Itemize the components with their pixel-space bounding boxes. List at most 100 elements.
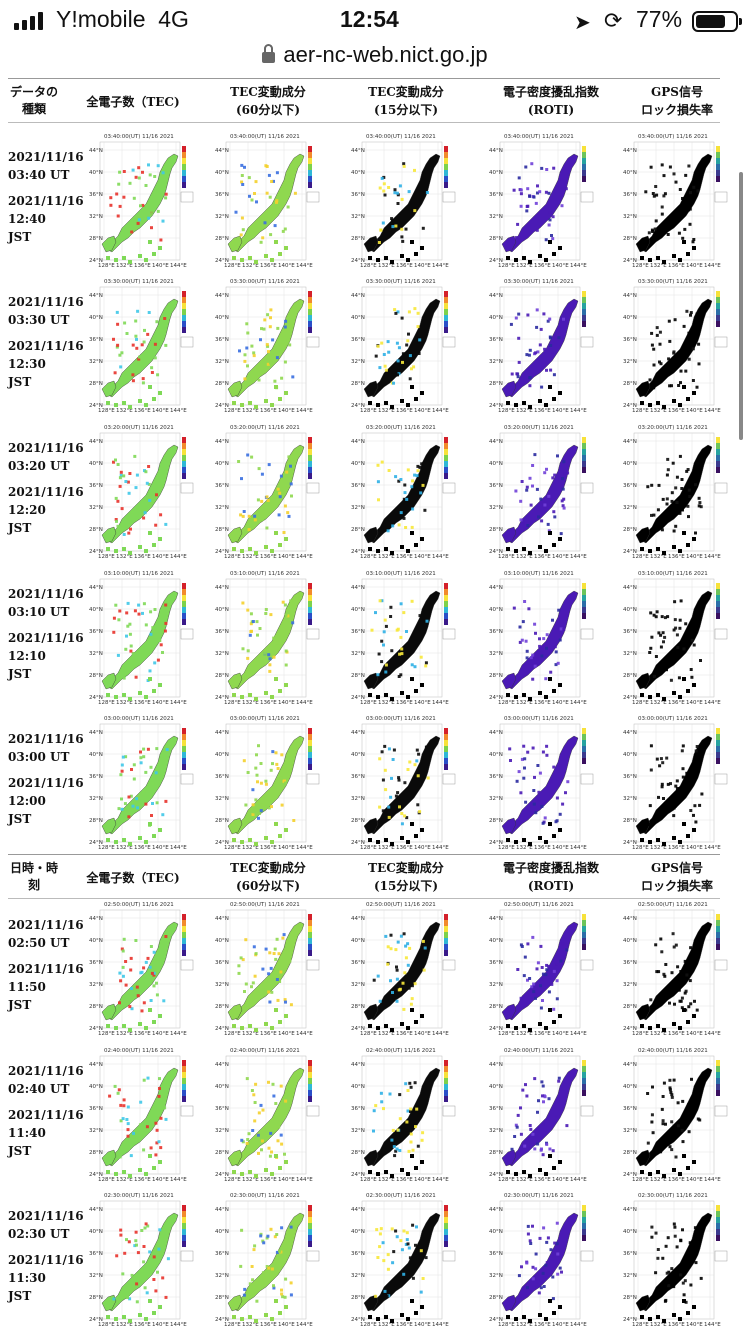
lon-tick-label: 136°E <box>396 1031 413 1037</box>
lock-loss-map[interactable]: 03:20:00(UT) 11/16 2021 44°N 40°N 36°N 32°N 2… <box>622 423 728 561</box>
lat-tick-label: 32°N <box>351 214 365 220</box>
lon-tick-label: 132°E <box>116 1322 133 1328</box>
lon-tick-label: 140°E <box>686 1322 703 1328</box>
roti-map[interactable]: 03:20:00(UT) 11/16 2021 44°N 40°N 36°N 32°N 2… <box>488 423 594 561</box>
lat-tick-label: 32°N <box>623 214 637 220</box>
tec-variation-15min-map[interactable]: 02:50:00(UT) 11/16 2021 44°N 40°N 36°N 32°N 2… <box>350 900 456 1038</box>
lat-tick-label: 24°N <box>89 1026 103 1032</box>
map-title: 02:30:00(UT) 11/16 2021 <box>638 1193 708 1199</box>
lon-tick-label: 144°E <box>570 1322 587 1328</box>
lat-tick-label: 28°N <box>623 527 637 533</box>
tec-map[interactable]: 02:30:00(UT) 11/16 2021 44°N 40°N 36°N 32°N 2… <box>88 1191 194 1329</box>
tec-variation-15min-map[interactable]: 03:00:00(UT) 11/16 2021 44°N 40°N 36°N 32°N 2… <box>350 714 456 852</box>
map-title: 03:10:00(UT) 11/16 2021 <box>104 571 174 577</box>
tec-variation-60min-map[interactable]: 03:30:00(UT) 11/16 2021 44°N 40°N 36°N 32°N 2… <box>214 277 320 415</box>
table-row: 2021/11/16 03:20 UT 2021/11/16 12:20 JST… <box>8 423 728 568</box>
tec-map[interactable]: 03:20:00(UT) 11/16 2021 44°N 40°N 36°N 32°N 2… <box>88 423 194 561</box>
lon-tick-label: 140°E <box>152 1322 169 1328</box>
lock-loss-map[interactable]: 03:40:00(UT) 11/16 2021 44°N 40°N 36°N 32°N 2… <box>622 132 728 270</box>
tec-variation-15min-map[interactable]: 03:20:00(UT) 11/16 2021 44°N 40°N 36°N 32°N 2… <box>350 423 456 561</box>
battery-icon <box>692 11 742 32</box>
lat-tick-label: 44°N <box>489 1062 503 1068</box>
lat-tick-label: 24°N <box>215 1317 229 1323</box>
roti-map[interactable]: 02:50:00(UT) 11/16 2021 44°N 40°N 36°N 32°N 2… <box>488 900 594 1038</box>
lock-loss-map[interactable]: 03:10:00(UT) 11/16 2021 44°N 40°N 36°N 32°N 2… <box>622 569 728 707</box>
tec-variation-60min-map[interactable]: 02:30:00(UT) 11/16 2021 44°N 40°N 36°N 32°N 2… <box>214 1191 320 1329</box>
map-legend-box <box>180 959 194 971</box>
lat-tick-label: 40°N <box>351 1084 365 1090</box>
address-bar[interactable]: aer-nc-web.nict.go.jp <box>0 42 750 76</box>
lat-tick-label: 36°N <box>351 1106 365 1112</box>
lon-tick-label: 136°E <box>260 408 277 414</box>
tec-map-svg: 03:10:00(UT) 11/16 2021 44°N 40°N 36°N 32°N 2… <box>88 569 194 707</box>
lat-tick-label: 24°N <box>89 258 103 264</box>
data-coverage <box>107 444 179 544</box>
map-title: 02:30:00(UT) 11/16 2021 <box>104 1193 174 1199</box>
lock-loss-map[interactable]: 02:30:00(UT) 11/16 2021 44°N 40°N 36°N 32°N 2… <box>622 1191 728 1329</box>
lon-tick-label: 144°E <box>704 1031 721 1037</box>
tec-variation-15min-map[interactable]: 03:40:00(UT) 11/16 2021 44°N 40°N 36°N 32°N 2… <box>350 132 456 270</box>
map-legend-box <box>180 1105 194 1117</box>
lon-tick-label: 136°E <box>534 263 551 269</box>
roti-map[interactable]: 02:30:00(UT) 11/16 2021 44°N 40°N 36°N 32°N 2… <box>488 1191 594 1329</box>
tec-variation-60min-map[interactable]: 03:00:00(UT) 11/16 2021 44°N 40°N 36°N 32°N 2… <box>214 714 320 852</box>
lat-tick-label: 32°N <box>489 651 503 657</box>
data-coverage <box>369 1212 441 1312</box>
lat-tick-label: 28°N <box>351 673 365 679</box>
jst-date: 2021/11/16 <box>8 962 84 976</box>
lock-loss-map[interactable]: 03:30:00(UT) 11/16 2021 44°N 40°N 36°N 32°N 2… <box>622 277 728 415</box>
tec-variation-15min-map[interactable]: 02:30:00(UT) 11/16 2021 44°N 40°N 36°N 32°N 2… <box>350 1191 456 1329</box>
lock-loss-map[interactable]: 02:40:00(UT) 11/16 2021 44°N 40°N 36°N 32°N 2… <box>622 1046 728 1184</box>
data-coverage <box>641 444 713 544</box>
map-legend-box <box>442 1250 456 1262</box>
lat-tick-label: 40°N <box>351 1229 365 1235</box>
lat-tick-label: 24°N <box>215 1026 229 1032</box>
header-roti: 電子密度擾乱指数 (ROTI) <box>502 861 599 893</box>
lat-tick-label: 44°N <box>351 916 365 922</box>
lon-tick-label: 132°E <box>116 554 133 560</box>
roti-map[interactable]: 02:40:00(UT) 11/16 2021 44°N 40°N 36°N 32°N 2… <box>488 1046 594 1184</box>
lat-tick-label: 28°N <box>351 1150 365 1156</box>
lon-tick-label: 128°E <box>98 554 115 560</box>
tec-map[interactable]: 03:10:00(UT) 11/16 2021 44°N 40°N 36°N 32°N 2… <box>88 569 194 707</box>
rotation-lock-icon: ⟳ <box>604 8 623 33</box>
lat-tick-label: 24°N <box>489 695 503 701</box>
tec-map[interactable]: 02:50:00(UT) 11/16 2021 44°N 40°N 36°N 32°N 2… <box>88 900 194 1038</box>
lat-tick-label: 32°N <box>215 982 229 988</box>
tec-variation-60min-map[interactable]: 03:40:00(UT) 11/16 2021 44°N 40°N 36°N 32°N 2… <box>214 132 320 270</box>
lat-tick-label: 32°N <box>215 214 229 220</box>
roti-map[interactable]: 03:40:00(UT) 11/16 2021 44°N 40°N 36°N 32°N 2… <box>488 132 594 270</box>
jst-label: JST <box>8 812 32 826</box>
tec-map[interactable]: 03:00:00(UT) 11/16 2021 44°N 40°N 36°N 32°N 2… <box>88 714 194 852</box>
tec-variation-60min-map[interactable]: 02:50:00(UT) 11/16 2021 44°N 40°N 36°N 32°N 2… <box>214 900 320 1038</box>
lon-tick-label: 144°E <box>170 408 187 414</box>
map-title: 03:00:00(UT) 11/16 2021 <box>104 716 174 722</box>
lon-tick-label: 136°E <box>396 845 413 851</box>
scrollbar[interactable] <box>739 172 743 440</box>
tec-variation-60min-map[interactable]: 03:10:00(UT) 11/16 2021 44°N 40°N 36°N 32°N 2… <box>214 569 320 707</box>
roti-map[interactable]: 03:10:00(UT) 11/16 2021 44°N 40°N 36°N 32°N 2… <box>488 569 594 707</box>
lat-tick-label: 44°N <box>623 1207 637 1213</box>
tec-variation-15min-map-svg: 02:40:00(UT) 11/16 2021 44°N 40°N 36°N 32°N 2… <box>350 1046 456 1184</box>
lat-tick-label: 36°N <box>89 774 103 780</box>
tec-variation-15min-map[interactable]: 02:40:00(UT) 11/16 2021 44°N 40°N 36°N 32°N 2… <box>350 1046 456 1184</box>
tec-variation-60min-map[interactable]: 02:40:00(UT) 11/16 2021 44°N 40°N 36°N 32°N 2… <box>214 1046 320 1184</box>
tec-map[interactable]: 02:40:00(UT) 11/16 2021 44°N 40°N 36°N 32°N 2… <box>88 1046 194 1184</box>
tec-map[interactable]: 03:30:00(UT) 11/16 2021 44°N 40°N 36°N 32°N 2… <box>88 277 194 415</box>
lat-tick-label: 40°N <box>623 315 637 321</box>
tec-variation-15min-map[interactable]: 03:30:00(UT) 11/16 2021 44°N 40°N 36°N 32°N 2… <box>350 277 456 415</box>
tec-variation-15min-map[interactable]: 03:10:00(UT) 11/16 2021 44°N 40°N 36°N 32°N 2… <box>350 569 456 707</box>
tec-variation-60min-map[interactable]: 03:20:00(UT) 11/16 2021 44°N 40°N 36°N 32°N 2… <box>214 423 320 561</box>
roti-map[interactable]: 03:00:00(UT) 11/16 2021 44°N 40°N 36°N 32°N 2… <box>488 714 594 852</box>
lat-tick-label: 32°N <box>89 359 103 365</box>
lon-tick-label: 132°E <box>242 700 259 706</box>
tec-map[interactable]: 03:40:00(UT) 11/16 2021 44°N 40°N 36°N 32°N 2… <box>88 132 194 270</box>
lock-loss-map[interactable]: 02:50:00(UT) 11/16 2021 44°N 40°N 36°N 32°N 2… <box>622 900 728 1038</box>
roti-map[interactable]: 03:30:00(UT) 11/16 2021 44°N 40°N 36°N 32°N 2… <box>488 277 594 415</box>
lon-tick-label: 144°E <box>570 700 587 706</box>
lat-tick-label: 44°N <box>215 916 229 922</box>
lat-tick-label: 36°N <box>623 337 637 343</box>
data-coverage <box>641 1067 713 1167</box>
lock-loss-map[interactable]: 03:00:00(UT) 11/16 2021 44°N 40°N 36°N 32°N 2… <box>622 714 728 852</box>
lat-tick-label: 28°N <box>489 673 503 679</box>
